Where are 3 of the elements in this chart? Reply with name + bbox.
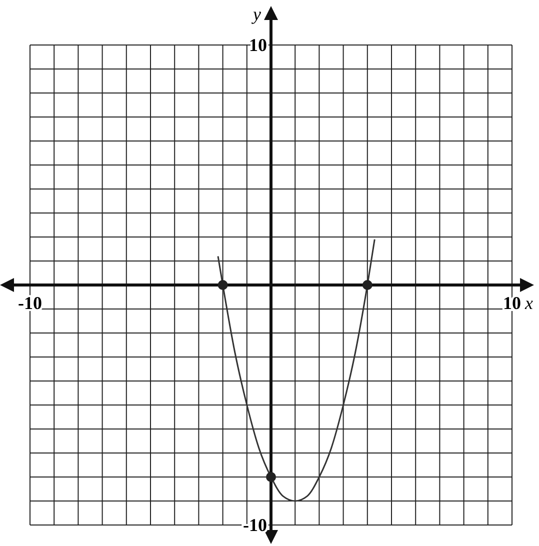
x-axis-title: x — [524, 293, 533, 313]
y-axis-title: y — [251, 4, 261, 24]
line-series — [217, 238, 376, 502]
